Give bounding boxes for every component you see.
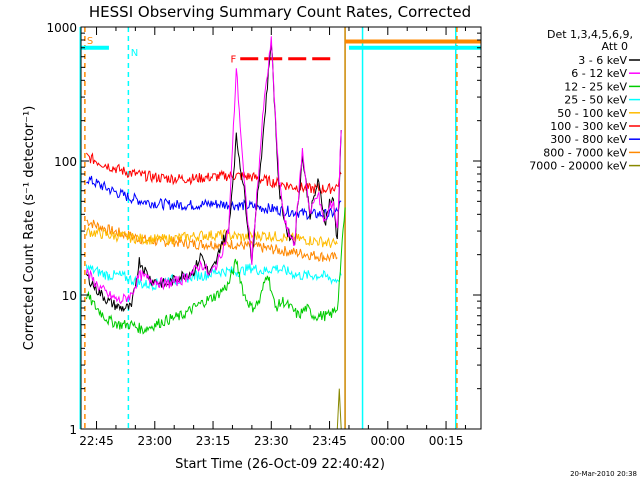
flag-label-f: F: [231, 55, 237, 66]
x-tick-label-4: 23:30: [254, 434, 289, 448]
y-tick-label-2: 10: [62, 289, 77, 303]
legend-label-9: 7000 - 20000 keV: [529, 160, 627, 173]
footer-date: 20-Mar-2010 20:38: [570, 470, 637, 478]
series-line-8: [86, 219, 338, 263]
legend-label-8: 800 - 7000 keV: [543, 146, 627, 159]
x-tick-label-5: 23:45: [312, 434, 347, 448]
x-axis-label: Start Time (26-Oct-09 22:40:42): [175, 457, 385, 472]
legend-label-1: 3 - 6 keV: [578, 54, 627, 67]
series-line-5: [85, 226, 338, 248]
x-tick-label-7: 00:15: [429, 434, 464, 448]
chart-marks: S N F: [79, 27, 481, 430]
legend-header-line-1: Det 1,3,4,5,6,9,: [547, 28, 633, 41]
y-axis-label: Corrected Count Rate (s⁻¹ detector⁻¹): [22, 106, 37, 351]
series-line-4: [85, 263, 342, 292]
legend-label-4: 25 - 50 keV: [564, 94, 627, 107]
legend-label-7: 300 - 800 keV: [550, 133, 627, 146]
x-tick-label-3: 23:15: [196, 434, 231, 448]
x-tick-label-1: 22:45: [79, 434, 114, 448]
flag-label-n: N: [131, 48, 138, 59]
y-tick-label-1: 1: [69, 423, 77, 437]
series-line-7: [86, 175, 342, 221]
y-tick-label-4: 1000: [46, 21, 77, 35]
series-line-3: [85, 207, 346, 335]
legend-label-5: 50 - 100 keV: [557, 107, 627, 120]
y-tick-label-3: 100: [54, 155, 77, 169]
x-tick-label-2: 23:00: [137, 434, 172, 448]
legend-header-line-2: Att 0: [602, 40, 628, 53]
tick-marks: 22:45 23:00 23:15 23:30 23:45 00:00 00:15 1 10 10…: [46, 21, 481, 448]
axes: [80, 26, 482, 430]
legend-label-2: 6 - 12 keV: [571, 67, 627, 80]
series-line-2: [85, 36, 342, 305]
series-line-9: [336, 388, 342, 430]
x-tick-label-6: 00:00: [370, 434, 405, 448]
legend-label-6: 100 - 300 keV: [550, 120, 627, 133]
legend-label-3: 12 - 25 keV: [564, 80, 627, 93]
plot-frame: [80, 26, 482, 430]
flag-label-s: S: [87, 36, 93, 47]
chart-title: HESSI Observing Summary Count Rates, Cor…: [89, 3, 471, 21]
